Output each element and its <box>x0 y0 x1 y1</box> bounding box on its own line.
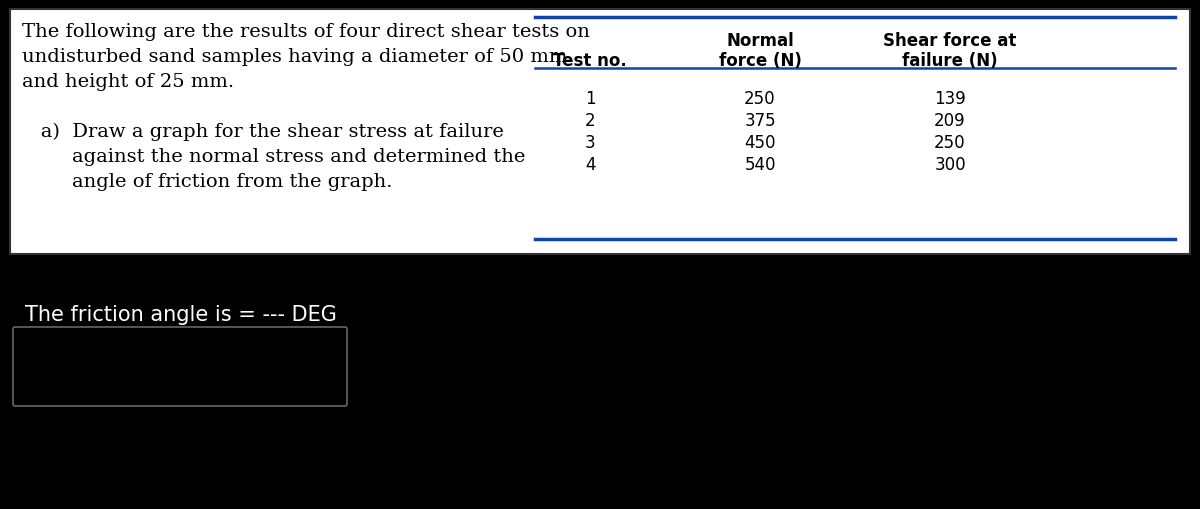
Text: and height of 25 mm.: and height of 25 mm. <box>22 73 234 91</box>
Text: 4: 4 <box>584 156 595 174</box>
Text: 540: 540 <box>744 156 775 174</box>
Text: 3: 3 <box>584 134 595 152</box>
Text: Shear force at: Shear force at <box>883 32 1016 50</box>
Text: 139: 139 <box>934 90 966 108</box>
Text: Test no.: Test no. <box>553 52 626 70</box>
Text: a)  Draw a graph for the shear stress at failure: a) Draw a graph for the shear stress at … <box>22 123 504 141</box>
FancyBboxPatch shape <box>13 327 347 406</box>
Text: 250: 250 <box>744 90 776 108</box>
Text: against the normal stress and determined the: against the normal stress and determined… <box>22 148 526 165</box>
Text: force (N): force (N) <box>719 52 802 70</box>
FancyBboxPatch shape <box>10 10 1190 254</box>
Text: Normal: Normal <box>726 32 794 50</box>
Text: 2: 2 <box>584 112 595 130</box>
Text: 300: 300 <box>934 156 966 174</box>
Text: The friction angle is = --- DEG: The friction angle is = --- DEG <box>25 304 337 324</box>
Text: 209: 209 <box>934 112 966 130</box>
Text: 1: 1 <box>584 90 595 108</box>
Text: angle of friction from the graph.: angle of friction from the graph. <box>22 173 392 191</box>
Text: 450: 450 <box>744 134 775 152</box>
Text: 375: 375 <box>744 112 776 130</box>
Text: The following are the results of four direct shear tests on: The following are the results of four di… <box>22 23 590 41</box>
Text: 250: 250 <box>934 134 966 152</box>
Text: undisturbed sand samples having a diameter of 50 mm: undisturbed sand samples having a diamet… <box>22 48 568 66</box>
Text: failure (N): failure (N) <box>902 52 998 70</box>
